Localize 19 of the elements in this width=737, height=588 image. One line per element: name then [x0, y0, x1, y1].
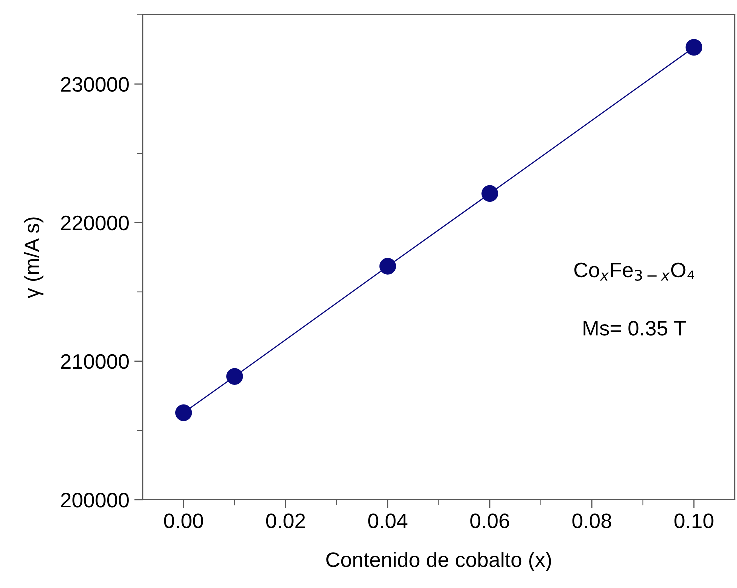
- y-tick-label: 230000: [61, 77, 129, 92]
- x-tick-label: 0.04: [368, 514, 408, 528]
- point: [226, 368, 244, 386]
- x-tick-label: 0.08: [572, 514, 612, 528]
- point: [175, 404, 192, 422]
- y-tick-label: 200000: [61, 493, 129, 508]
- point: [482, 185, 498, 202]
- point: [686, 39, 703, 56]
- x-tick-label: 0.02: [266, 514, 306, 528]
- y-tick-label: 220000: [61, 216, 129, 231]
- y-axis-title: γ (m/A s): [24, 218, 44, 299]
- annotation: Ms= 0.35 T: [584, 321, 686, 336]
- annotation: Co$_{x}$Fe$_{3−x}$O₄: [574, 262, 694, 282]
- y-tick-label: 210000: [61, 354, 129, 370]
- x-axis-title: Contenido de cobalto (x): [326, 552, 552, 572]
- x-tick-label: 0.10: [674, 514, 714, 528]
- x-tick-label: 0.06: [470, 514, 510, 528]
- point: [380, 258, 396, 275]
- x-tick-label: 0.00: [164, 514, 204, 528]
